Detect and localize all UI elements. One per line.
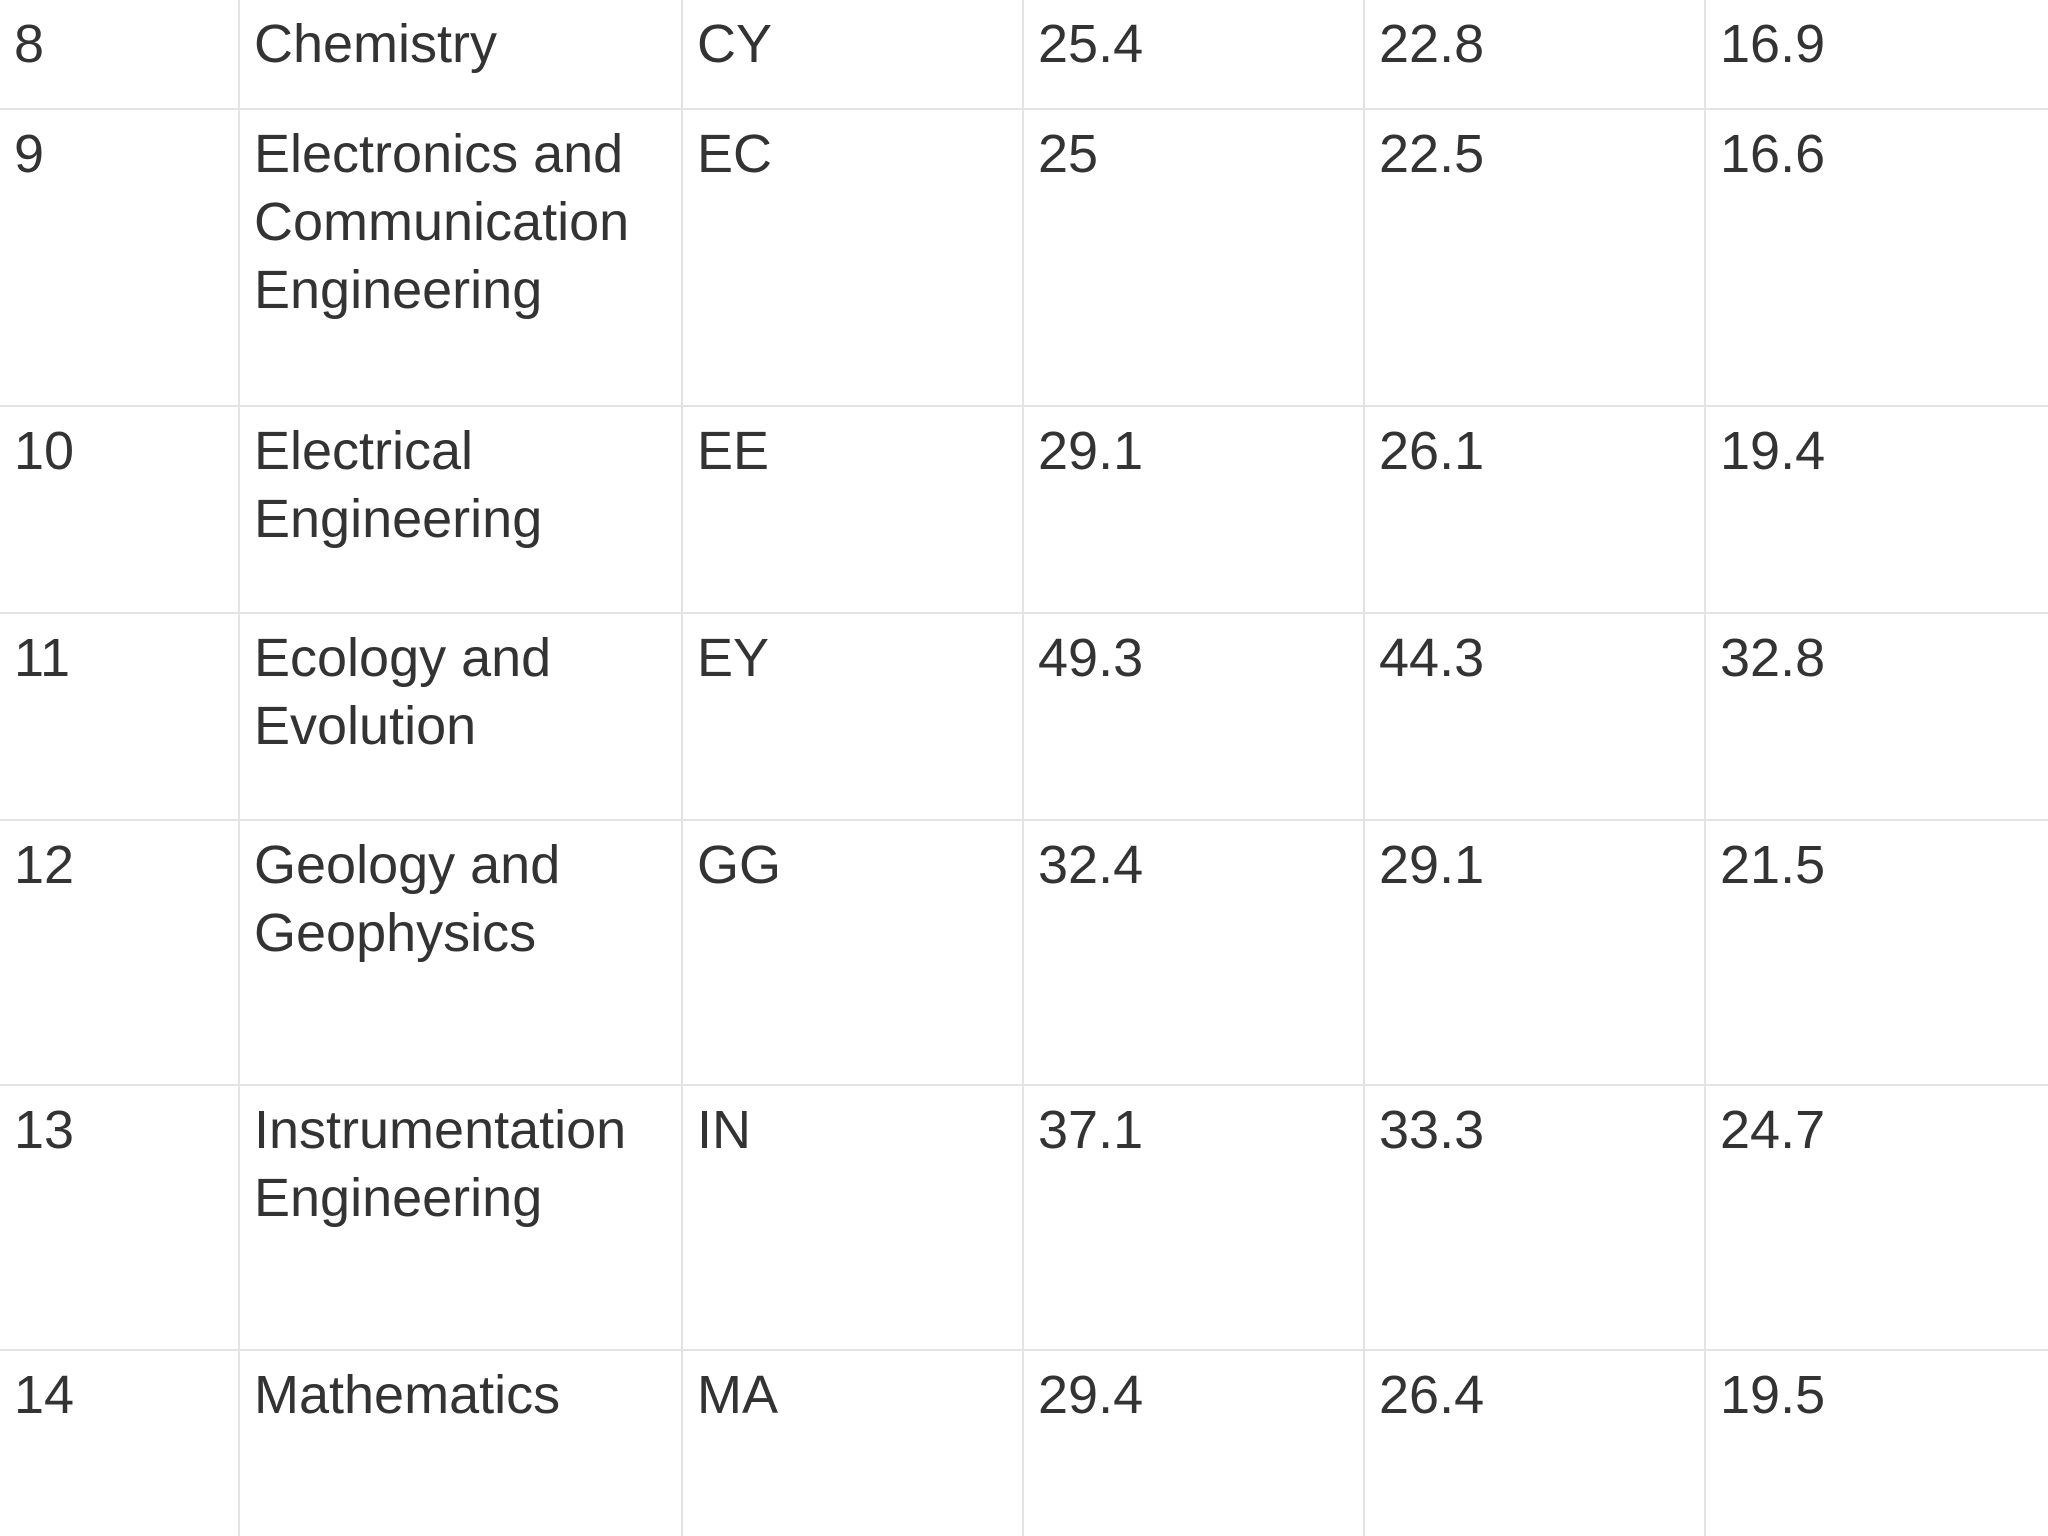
cell-value-3: 19.5 [1704, 1349, 2048, 1536]
cell-value-1: 29.1 [1022, 405, 1365, 614]
cell-value-2: 29.1 [1363, 819, 1706, 1086]
cell-code: IN [681, 1084, 1024, 1351]
cell-value-3: 16.6 [1704, 108, 2048, 407]
cell-value-3: 16.9 [1704, 0, 2048, 110]
cell-value-2: 26.4 [1363, 1349, 1706, 1536]
cell-value-3: 24.7 [1704, 1084, 2048, 1351]
table-row: 14 Mathematics MA 29.4 26.4 19.5 [0, 1349, 2048, 1536]
cell-value-1: 49.3 [1022, 612, 1365, 821]
table-row: 13 Instrumentation Engineering IN 37.1 3… [0, 1084, 2048, 1351]
cell-paper: Electronics and Communication Engineerin… [238, 108, 683, 407]
cell-sno: 12 [0, 819, 240, 1086]
cell-sno: 10 [0, 405, 240, 614]
cell-value-1: 32.4 [1022, 819, 1365, 1086]
cell-value-3: 32.8 [1704, 612, 2048, 821]
cell-code: MA [681, 1349, 1024, 1536]
cell-paper: Instrumentation Engineering [238, 1084, 683, 1351]
cell-value-3: 19.4 [1704, 405, 2048, 614]
cell-paper: Chemistry [238, 0, 683, 110]
cell-value-3: 21.5 [1704, 819, 2048, 1086]
table-row: 9 Electronics and Communication Engineer… [0, 108, 2048, 407]
cell-sno: 9 [0, 108, 240, 407]
cell-value-1: 25 [1022, 108, 1365, 407]
table-row: 8 Chemistry CY 25.4 22.8 16.9 [0, 0, 2048, 110]
cell-paper: Mathematics [238, 1349, 683, 1536]
cell-value-1: 25.4 [1022, 0, 1365, 110]
cell-paper: Geology and Geophysics [238, 819, 683, 1086]
cell-value-2: 22.5 [1363, 108, 1706, 407]
cell-value-2: 26.1 [1363, 405, 1706, 614]
table-row: 11 Ecology and Evolution EY 49.3 44.3 32… [0, 612, 2048, 821]
cell-value-1: 37.1 [1022, 1084, 1365, 1351]
cell-value-2: 44.3 [1363, 612, 1706, 821]
cell-code: CY [681, 0, 1024, 110]
cell-sno: 14 [0, 1349, 240, 1536]
cell-sno: 11 [0, 612, 240, 821]
cell-paper: Ecology and Evolution [238, 612, 683, 821]
cell-sno: 8 [0, 0, 240, 110]
cell-code: EY [681, 612, 1024, 821]
cell-code: GG [681, 819, 1024, 1086]
cell-code: EC [681, 108, 1024, 407]
cell-value-1: 29.4 [1022, 1349, 1365, 1536]
cell-code: EE [681, 405, 1024, 614]
cell-value-2: 33.3 [1363, 1084, 1706, 1351]
cell-paper: Electrical Engineering [238, 405, 683, 614]
cell-sno: 13 [0, 1084, 240, 1351]
cell-value-2: 22.8 [1363, 0, 1706, 110]
table-row: 12 Geology and Geophysics GG 32.4 29.1 2… [0, 819, 2048, 1086]
table-row: 10 Electrical Engineering EE 29.1 26.1 1… [0, 405, 2048, 614]
